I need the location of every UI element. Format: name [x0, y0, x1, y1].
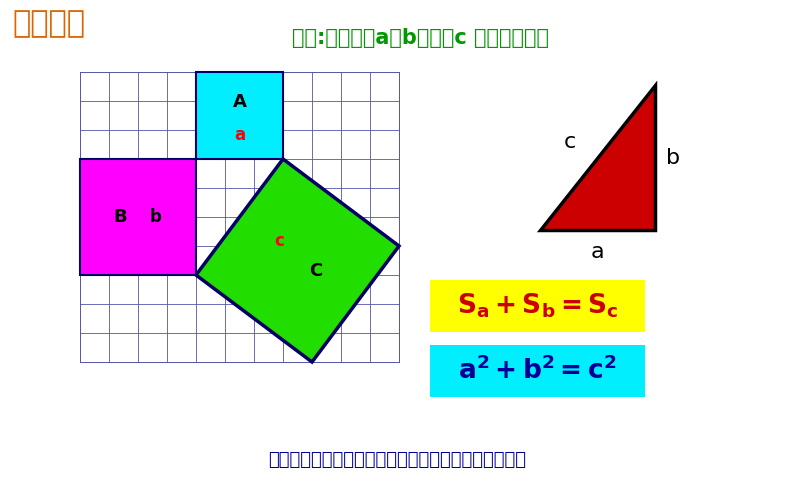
Bar: [430, 345, 645, 397]
Text: 猜想:两直角边a、b与斜边c 之间的关系？: 猜想:两直角边a、b与斜边c 之间的关系？: [291, 28, 549, 48]
Text: $\mathbf{a^2+b^2=c^2}$: $\mathbf{a^2+b^2=c^2}$: [458, 357, 617, 385]
Text: a: a: [591, 242, 604, 262]
Bar: [80, 159, 196, 275]
Text: b: b: [666, 147, 680, 168]
Text: A: A: [233, 93, 246, 112]
Text: B: B: [114, 208, 127, 226]
Polygon shape: [196, 159, 399, 362]
Text: 在直角三角形中，两条直角边的平方和等于斜边的平方: 在直角三角形中，两条直角边的平方和等于斜边的平方: [268, 451, 526, 469]
Bar: [196, 72, 283, 159]
Bar: [80, 72, 399, 362]
Text: c: c: [275, 232, 284, 249]
Bar: [430, 280, 645, 332]
Polygon shape: [540, 85, 655, 230]
Text: $\mathbf{S_a+S_b=S_c}$: $\mathbf{S_a+S_b=S_c}$: [457, 292, 619, 320]
Text: c: c: [564, 132, 576, 152]
Text: b: b: [149, 208, 161, 226]
Text: 探究新知: 探究新知: [12, 9, 85, 39]
Text: a: a: [234, 125, 245, 144]
Text: C: C: [309, 261, 322, 280]
